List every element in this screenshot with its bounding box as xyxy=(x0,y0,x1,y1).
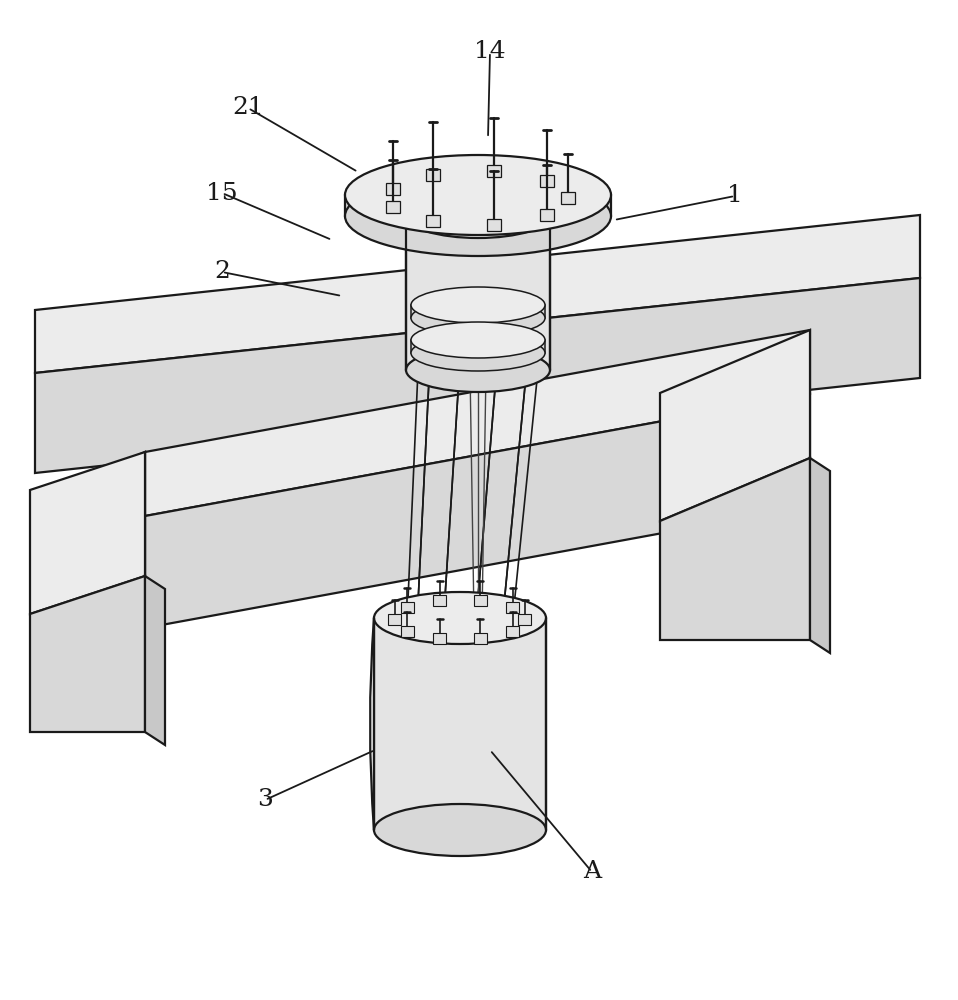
Polygon shape xyxy=(426,215,440,227)
Polygon shape xyxy=(518,614,532,625)
Polygon shape xyxy=(433,595,446,606)
Polygon shape xyxy=(487,219,501,231)
Polygon shape xyxy=(810,458,830,653)
Polygon shape xyxy=(406,216,550,370)
Ellipse shape xyxy=(411,287,545,323)
Polygon shape xyxy=(433,633,446,644)
Polygon shape xyxy=(506,626,519,637)
Text: 3: 3 xyxy=(257,788,273,812)
Polygon shape xyxy=(540,175,554,187)
Polygon shape xyxy=(487,165,501,177)
Text: 1: 1 xyxy=(727,184,742,208)
Ellipse shape xyxy=(411,322,545,358)
Polygon shape xyxy=(35,278,920,473)
Text: 21: 21 xyxy=(232,97,263,119)
Polygon shape xyxy=(473,595,487,606)
Text: 15: 15 xyxy=(206,182,238,205)
Polygon shape xyxy=(386,183,400,195)
Polygon shape xyxy=(400,602,414,613)
Polygon shape xyxy=(35,215,920,373)
Polygon shape xyxy=(561,192,575,204)
Text: 2: 2 xyxy=(214,260,230,284)
Ellipse shape xyxy=(406,348,550,392)
Polygon shape xyxy=(389,614,401,625)
Polygon shape xyxy=(374,618,546,830)
Polygon shape xyxy=(411,340,545,353)
Ellipse shape xyxy=(345,176,611,256)
Ellipse shape xyxy=(406,194,550,238)
Ellipse shape xyxy=(411,300,545,336)
Ellipse shape xyxy=(411,335,545,371)
Polygon shape xyxy=(660,330,810,521)
Polygon shape xyxy=(145,576,165,745)
Polygon shape xyxy=(426,169,440,181)
Polygon shape xyxy=(473,633,487,644)
Ellipse shape xyxy=(374,804,546,856)
Polygon shape xyxy=(540,209,554,221)
Polygon shape xyxy=(145,330,810,516)
Polygon shape xyxy=(660,458,810,640)
Polygon shape xyxy=(122,452,145,638)
Ellipse shape xyxy=(374,592,546,644)
Polygon shape xyxy=(30,452,145,614)
Text: 14: 14 xyxy=(474,40,506,64)
Polygon shape xyxy=(30,576,145,732)
Polygon shape xyxy=(400,626,414,637)
Polygon shape xyxy=(145,394,810,628)
Polygon shape xyxy=(506,602,519,613)
Text: A: A xyxy=(582,860,601,884)
Polygon shape xyxy=(345,195,611,216)
Ellipse shape xyxy=(345,155,611,235)
Polygon shape xyxy=(411,305,545,318)
Polygon shape xyxy=(386,201,400,213)
